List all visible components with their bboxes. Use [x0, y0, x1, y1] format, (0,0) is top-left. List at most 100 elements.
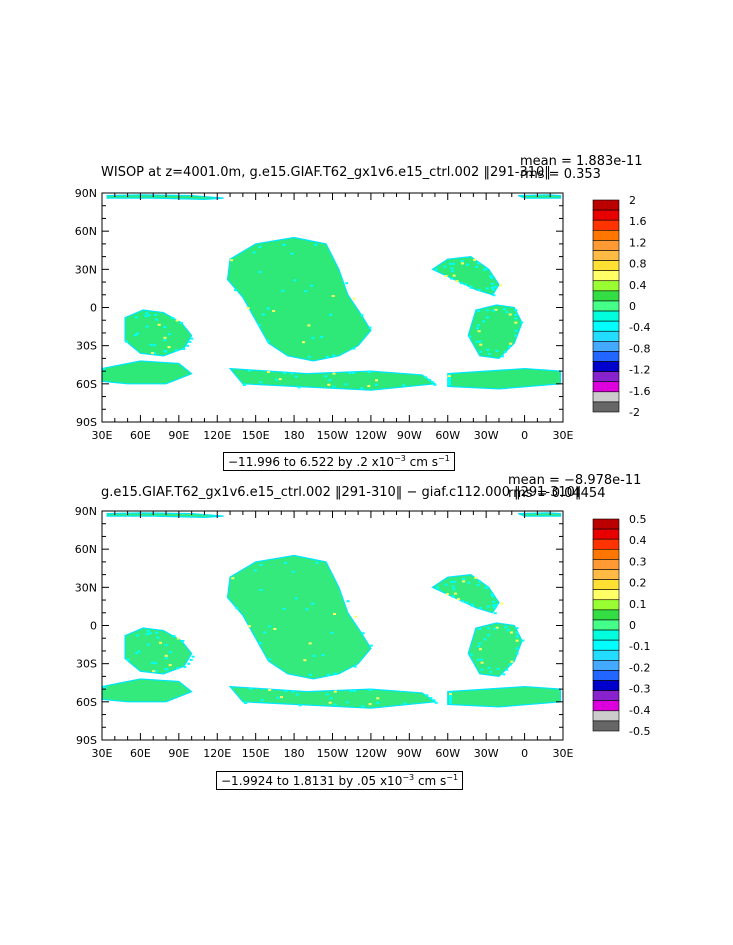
- panel1-field-cell: [320, 336, 324, 338]
- panel2-field-cell: [444, 583, 448, 586]
- panel2-field-cell: [451, 595, 455, 598]
- panel1-field-cell: [447, 373, 451, 376]
- panel1-field-cell: [460, 262, 464, 265]
- panel2-field-cell: [172, 635, 176, 637]
- panel1-field-cell: [102, 368, 105, 371]
- panel1-field-cell: [186, 344, 189, 347]
- panel2-colorbar-swatch: [592, 670, 620, 681]
- panel1-field-cell: [477, 330, 481, 333]
- panel2-field-cell: [137, 650, 141, 653]
- panel2-field-cell: [168, 664, 172, 667]
- panel1-field-cell: [155, 318, 159, 321]
- panel1-colorbar-swatch: [592, 229, 620, 241]
- panel2-field-cell: [349, 690, 353, 692]
- panel1-field-cell: [447, 375, 451, 378]
- panel1-colorbar-label: -2: [629, 406, 640, 419]
- panel1-field-cell: [327, 383, 331, 386]
- panel2-field-cell: [291, 570, 295, 573]
- panel1-field-cell: [252, 251, 256, 254]
- panel2-ytick-label: 90S: [76, 734, 97, 747]
- panel2-colorbar-swatch: [592, 599, 620, 611]
- panel2-field-cell: [493, 612, 497, 615]
- panel2-field-cell: [103, 686, 107, 689]
- panel1-range-exp: −3: [394, 454, 406, 463]
- panel2-field-cell: [315, 561, 319, 564]
- panel2-field-cell: [449, 699, 452, 702]
- panel2-field-cell: [505, 668, 509, 671]
- panel1-xtick-label: 150W: [317, 429, 349, 442]
- panel1-colorbar-swatch: [592, 381, 620, 393]
- panel2-mean: mean = −8.978e-11: [508, 473, 642, 488]
- panel1-field-cell: [368, 326, 372, 329]
- panel2-ytick-label: 60S: [76, 696, 97, 709]
- panel1-field-cell: [485, 316, 489, 319]
- panel1-colorbar-swatch: [592, 351, 620, 362]
- panel1-field-cell: [464, 283, 468, 286]
- panel2-field-cell: [445, 593, 449, 595]
- panel2-field-cell: [479, 606, 483, 609]
- panel1-field-cell: [489, 277, 493, 280]
- panel2-field-cell: [280, 696, 283, 699]
- panel2-field-cell: [159, 641, 162, 644]
- panel2-xtick-label: 60E: [130, 747, 151, 760]
- panel1-field-cell: [163, 350, 167, 352]
- panel1-field-cell: [452, 274, 456, 277]
- panel2-field-cell: [329, 697, 333, 700]
- panel1-field-cell: [494, 308, 498, 311]
- panel1-field-cell: [492, 309, 496, 312]
- panel1-colorbar-swatch: [592, 209, 620, 221]
- panel2-field-cell: [479, 658, 483, 661]
- panel2-field-cell: [333, 613, 336, 615]
- panel2-field-cell: [150, 661, 154, 664]
- panel1-field-cell: [448, 262, 452, 265]
- panel1-field-cell: [447, 377, 451, 379]
- panel2-field-cell: [295, 693, 299, 696]
- panel2-field-cell: [135, 652, 139, 655]
- panel2-field-cell: [353, 689, 357, 692]
- panel1-field-cell: [514, 334, 518, 337]
- panel1-field-cell: [433, 383, 437, 386]
- panel2-field-cell: [461, 600, 465, 603]
- panel1-field-cell: [147, 314, 151, 317]
- panel1-field-cell: [514, 317, 518, 320]
- panel1-field-cell: [360, 314, 364, 317]
- panel1-field-cell: [485, 287, 489, 290]
- panel1-ocean-region: [101, 360, 193, 385]
- panel1-field-cell: [460, 260, 464, 262]
- panel1-ocean-region: [447, 367, 562, 390]
- panel1-field-cell: [134, 316, 138, 319]
- panel2-field-cell: [477, 580, 481, 583]
- panel1-field-cell: [144, 315, 148, 318]
- panel2-ytick-label: 60N: [75, 543, 97, 556]
- panel1-xtick-label: 30E: [553, 429, 574, 442]
- panel2-field-cell: [284, 690, 288, 693]
- panel2-range-unit-exp: −1: [446, 773, 459, 782]
- panel1-range-box: −11.996 to 6.522 by .2 x10−3 cm s−1: [223, 452, 455, 471]
- panel1-field-cell: [304, 290, 308, 293]
- panel2-field-cell: [467, 581, 471, 584]
- panel1-colorbar-label: 1.6: [629, 215, 647, 228]
- panel1-field-cell: [367, 371, 371, 374]
- panel1-ocean-region: [106, 194, 224, 200]
- panel2-xtick-label: 120E: [203, 747, 231, 760]
- panel1-ytick-label: 90N: [75, 187, 97, 200]
- panel1-field-cell: [136, 332, 140, 335]
- panel1-field-cell: [514, 313, 518, 316]
- panel2-xtick-label: 30E: [92, 747, 113, 760]
- panel1-field-cell: [352, 347, 356, 350]
- panel1-field-cell: [477, 324, 481, 327]
- panel2-field-cell: [491, 595, 495, 598]
- panel2-field-cell: [176, 667, 180, 670]
- panel2-field-cell: [309, 673, 312, 676]
- panel1-field-cell: [329, 313, 333, 316]
- panel2-field-cell: [146, 643, 150, 646]
- panel2-field-cell: [354, 615, 358, 618]
- panel1-field-cell: [282, 243, 286, 246]
- panel1-ytick-label: 30N: [75, 263, 97, 276]
- panel1-field-cell: [153, 313, 157, 316]
- panel1-colorbar-label: 0.4: [629, 279, 647, 292]
- panel1-field-cell: [258, 271, 262, 273]
- panel2-field-cell: [495, 626, 499, 629]
- panel1-field-cell: [307, 324, 311, 327]
- panel1-colorbar-swatch: [592, 240, 620, 251]
